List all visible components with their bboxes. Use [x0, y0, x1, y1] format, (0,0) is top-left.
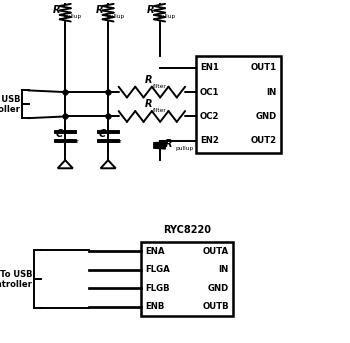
Bar	[141, 242, 233, 316]
Text: pullup: pullup	[106, 14, 125, 19]
Text: C: C	[55, 129, 63, 139]
Text: GND: GND	[256, 112, 277, 121]
Text: OUTB: OUTB	[202, 302, 229, 311]
Text: filter: filter	[109, 139, 122, 144]
Text: filter: filter	[153, 84, 166, 89]
Text: IN: IN	[267, 87, 277, 97]
Text: R: R	[165, 139, 172, 149]
Text: ENA: ENA	[145, 247, 164, 256]
Text: To USB: To USB	[0, 95, 21, 104]
Text: OUT2: OUT2	[251, 136, 277, 145]
Text: RYC8220: RYC8220	[163, 225, 211, 235]
Text: ENB: ENB	[145, 302, 164, 311]
Text: R: R	[145, 75, 152, 85]
Text: filter: filter	[153, 108, 166, 113]
Text: R: R	[52, 5, 60, 15]
Text: pullup: pullup	[64, 14, 82, 19]
Text: EN1: EN1	[200, 63, 219, 72]
Text: OC1: OC1	[200, 87, 219, 97]
Text: C: C	[98, 129, 105, 139]
Text: OUTA: OUTA	[203, 247, 229, 256]
Text: OC2: OC2	[200, 112, 219, 121]
Text: FLGA: FLGA	[145, 265, 170, 274]
Bar	[196, 56, 281, 153]
Text: R: R	[147, 5, 154, 15]
Text: To USB: To USB	[0, 270, 33, 279]
Text: controller: controller	[0, 280, 33, 288]
Text: IN: IN	[219, 265, 229, 274]
Text: pullup: pullup	[158, 14, 176, 19]
Text: EN2: EN2	[200, 136, 219, 145]
Text: R: R	[145, 99, 152, 109]
Text: FLGB: FLGB	[145, 284, 170, 293]
Text: controller: controller	[0, 105, 21, 114]
Text: pullup: pullup	[175, 146, 193, 151]
Text: GND: GND	[208, 284, 229, 293]
Text: R: R	[96, 5, 103, 15]
Text: OUT1: OUT1	[251, 63, 277, 72]
Text: filter: filter	[66, 139, 80, 144]
